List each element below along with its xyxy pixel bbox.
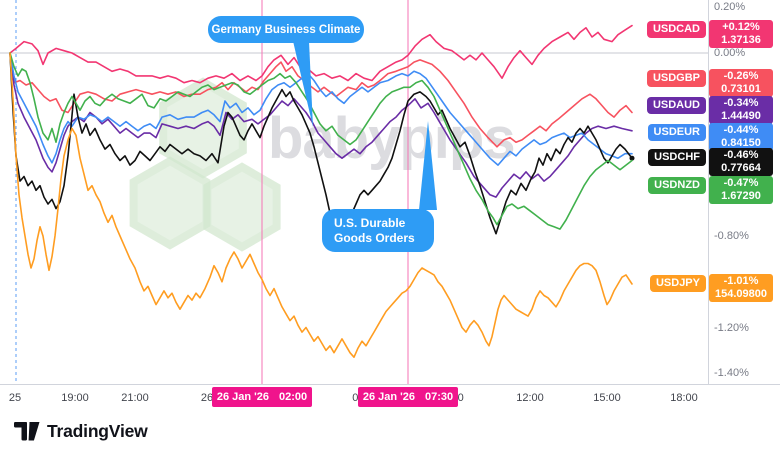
time-axis-label: 12:00 [516, 392, 544, 404]
series-value-box-USDCHF: -0.46% 0.77664 [709, 148, 773, 176]
annotation-text: Germany Business Climate [211, 23, 361, 36]
series-name-pill-USDJPY: USDJPY [649, 275, 706, 292]
series-last-price: 0.73101 [721, 83, 761, 95]
event-time: 07:30 [425, 391, 454, 403]
series-change-pct: -0.47% [723, 177, 759, 189]
event-time-badge: 26 Jan '26 07:30 [358, 387, 458, 407]
series-name-pill-USDCAD: USDCAD [646, 21, 706, 38]
chart-plot-area[interactable]: babypips Germany Business Climate U.S. D… [0, 0, 708, 384]
time-axis-label: 21:00 [121, 392, 149, 404]
series-name-pill-USDGBP: USDGBP [646, 70, 706, 87]
watermark-hexagon [203, 162, 281, 252]
series-last-price: 0.77664 [721, 162, 761, 174]
price-chart-canvas[interactable]: babypips [0, 0, 708, 384]
annotation-text-line1: U.S. Durable [334, 215, 406, 230]
annotation-us-durable-goods-orders[interactable]: U.S. Durable Goods Orders [322, 209, 434, 252]
event-date: 26 Jan '26 [216, 391, 270, 403]
price-axis-border [708, 0, 709, 385]
series-last-price: 1.44490 [721, 110, 761, 122]
watermark-hexagon [159, 77, 247, 179]
time-axis-label: 26 [200, 392, 214, 404]
series-line-USDCHF[interactable] [9, 52, 633, 235]
series-change-pct: -0.26% [723, 70, 759, 82]
last-price-dot [629, 155, 635, 161]
y-axis-tick: -0.80% [714, 230, 749, 242]
annotation-text-line2: Goods Orders [334, 230, 415, 245]
series-change-pct: -0.34% [723, 97, 759, 109]
tradingview-brand-text: TradingView [47, 421, 148, 441]
series-name-pill-USDNZD: USDNZD [648, 177, 706, 194]
y-axis-tick: -1.40% [714, 367, 749, 380]
series-last-price: 1.37136 [721, 34, 761, 46]
y-axis-tick: 0.00% [714, 47, 746, 59]
series-change-pct: +0.12% [722, 21, 760, 33]
time-axis-label: 19:00 [61, 392, 89, 404]
series-line-USDNZD[interactable] [9, 52, 633, 230]
tradingview-logo-icon [14, 422, 40, 441]
series-last-price: 1.67290 [721, 190, 761, 202]
time-axis-label: 25 [8, 392, 22, 404]
series-line-USDJPY[interactable] [9, 52, 633, 359]
event-date: 26 Jan '26 [362, 391, 416, 403]
time-axis-label: 15:00 [593, 392, 621, 404]
annotation-germany-business-climate[interactable]: Germany Business Climate [208, 16, 364, 43]
series-change-pct: -1.01% [723, 275, 759, 287]
series-value-box-USDNZD: -0.47% 1.67290 [709, 176, 773, 204]
series-last-price: 0.84150 [721, 137, 761, 149]
series-change-pct: -0.44% [723, 124, 759, 136]
series-name-pill-USDCHF: USDCHF [648, 149, 706, 166]
series-change-pct: -0.46% [723, 149, 759, 161]
series-value-box-USDGBP: -0.26% 0.73101 [709, 69, 773, 97]
time-axis-label: 18:00 [670, 392, 698, 404]
series-value-box-USDCAD: +0.12% 1.37136 [709, 20, 773, 48]
time-axis[interactable]: 2519:0021:002606:0009:0012:0015:0018:002… [0, 384, 780, 413]
series-name-pill-USDAUD: USDAUD [646, 97, 706, 114]
tradingview-brand[interactable]: TradingView [14, 421, 148, 442]
annotation-tail [293, 41, 313, 127]
series-last-price: 154.09800 [715, 288, 767, 300]
series-line-USDCAD[interactable] [9, 24, 633, 84]
series-value-box-USDAUD: -0.34% 1.44490 [709, 96, 773, 124]
event-time: 02:00 [279, 391, 308, 403]
annotation-tail [419, 121, 437, 210]
series-value-box-USDJPY: -1.01% 154.09800 [709, 274, 773, 302]
event-time-badge: 26 Jan '26 02:00 [212, 387, 312, 407]
y-axis-tick: -1.20% [714, 321, 749, 334]
watermark-hexagon [129, 156, 211, 250]
series-name-pill-USDEUR: USDEUR [647, 124, 706, 141]
series-value-box-USDEUR: -0.44% 0.84150 [709, 123, 773, 151]
y-axis-tick: 0.20% [714, 1, 746, 14]
